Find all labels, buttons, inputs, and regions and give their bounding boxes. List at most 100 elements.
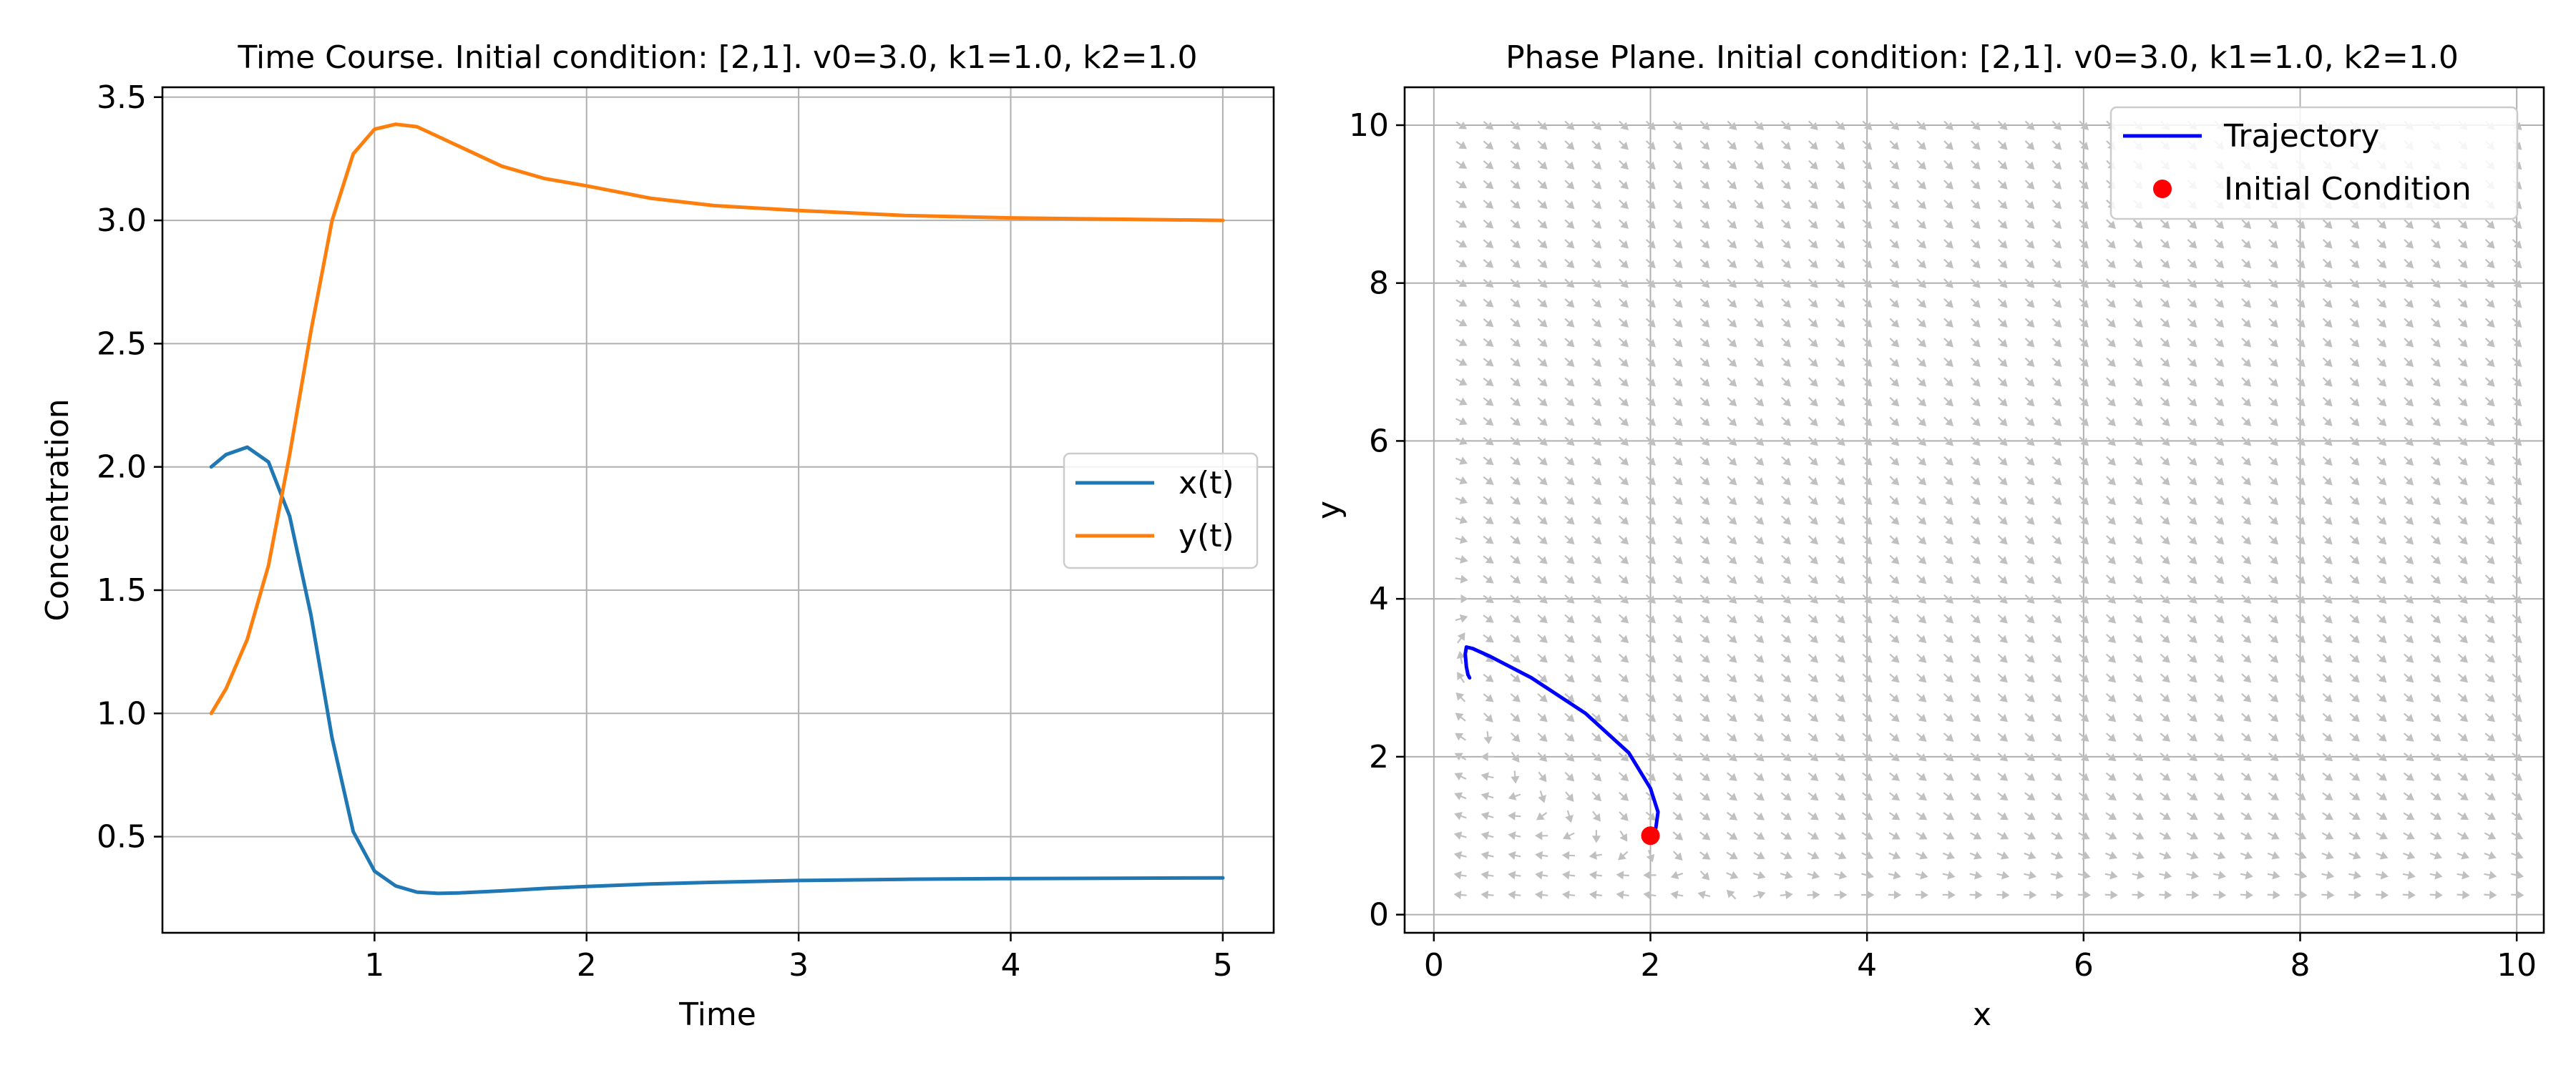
vector-field-arrow xyxy=(2051,456,2062,466)
vector-field-arrow xyxy=(2213,792,2225,800)
vector-field-arrow xyxy=(1862,594,1873,604)
vector-field-arrow xyxy=(1483,219,1494,229)
vector-field-arrow xyxy=(2079,476,2089,486)
vector-field-arrow xyxy=(1916,851,1928,860)
vector-field-arrow xyxy=(1889,140,1900,150)
vector-field-arrow xyxy=(1754,634,1765,644)
vector-field-arrow xyxy=(1672,160,1683,170)
vector-field-arrow xyxy=(1483,496,1494,505)
vector-field-arrow xyxy=(1537,140,1548,150)
vector-field-arrow xyxy=(1510,614,1521,624)
vector-field-arrow xyxy=(1807,692,1819,702)
vector-field-arrow xyxy=(1916,812,1928,820)
vector-field-arrow xyxy=(2376,792,2388,800)
vector-field-arrow xyxy=(1835,634,1845,644)
vector-field-arrow xyxy=(2376,753,2387,762)
vector-field-arrow xyxy=(1508,890,1521,900)
vector-field-arrow xyxy=(2024,278,2035,288)
vector-field-arrow xyxy=(2187,673,2197,683)
vector-field-arrow xyxy=(1970,812,1981,820)
vector-field-arrow xyxy=(2079,515,2089,525)
time-course-xtick-label: 5 xyxy=(1213,947,1233,984)
vector-field-arrow xyxy=(2512,653,2522,663)
vector-field-arrow xyxy=(2457,614,2468,624)
vector-field-arrow xyxy=(1455,733,1467,741)
vector-field-arrow xyxy=(2322,792,2333,800)
vector-field-arrow xyxy=(2322,692,2333,702)
vector-field-arrow xyxy=(2214,614,2225,624)
vector-field-arrow xyxy=(1510,219,1521,229)
vector-field-arrow xyxy=(2132,574,2143,584)
vector-field-arrow xyxy=(1943,812,1955,820)
vector-field-arrow xyxy=(1483,731,1493,745)
vector-field-arrow xyxy=(1997,239,2008,249)
vector-field-arrow xyxy=(1483,377,1494,386)
vector-field-arrow xyxy=(2051,338,2062,348)
vector-field-arrow xyxy=(1754,416,1765,426)
vector-field-arrow xyxy=(1537,338,1548,348)
vector-field-arrow xyxy=(1483,594,1494,604)
vector-field-arrow xyxy=(1672,180,1683,190)
vector-field-arrow xyxy=(1754,377,1765,387)
vector-field-arrow xyxy=(1916,338,1927,348)
vector-field-arrow xyxy=(1645,377,1656,387)
vector-field-arrow xyxy=(1862,396,1873,407)
vector-field-arrow xyxy=(1727,436,1737,446)
vector-field-arrow xyxy=(1835,357,1845,368)
vector-field-arrow xyxy=(2079,298,2089,308)
vector-field-arrow xyxy=(2457,574,2468,584)
vector-field-arrow xyxy=(1971,318,1981,328)
vector-field-arrow xyxy=(1997,180,2008,190)
vector-field-arrow xyxy=(1889,515,1900,525)
vector-field-arrow xyxy=(1997,436,2008,446)
vector-field-arrow xyxy=(2079,338,2089,348)
vector-field-arrow xyxy=(1943,692,1954,702)
vector-field-arrow xyxy=(2105,712,2117,722)
vector-field-arrow xyxy=(1942,851,1955,860)
vector-field-arrow xyxy=(2512,338,2522,348)
vector-field-arrow xyxy=(1943,772,1954,781)
vector-field-arrow xyxy=(2079,574,2089,584)
vector-field-arrow xyxy=(1889,200,1900,210)
vector-field-arrow xyxy=(1807,614,1818,624)
vector-field-arrow xyxy=(1510,258,1521,268)
vector-field-arrow xyxy=(1537,397,1548,407)
phase-plane-series-line-0 xyxy=(1463,645,1660,838)
vector-field-arrow xyxy=(2322,436,2333,446)
vector-field-arrow xyxy=(2484,456,2495,466)
vector-field-arrow xyxy=(1970,476,1981,486)
vector-field-arrow xyxy=(1835,239,1845,249)
time-course-xlabel: Time xyxy=(678,996,756,1033)
vector-field-arrow xyxy=(1537,673,1548,683)
vector-field-arrow xyxy=(1970,692,1981,702)
vector-field-arrow xyxy=(2376,515,2387,525)
vector-field-arrow xyxy=(2214,554,2225,564)
vector-field-arrow xyxy=(1807,377,1818,387)
vector-field-arrow xyxy=(1564,397,1575,407)
vector-field-arrow xyxy=(2512,298,2522,308)
vector-field-arrow xyxy=(1480,831,1494,841)
vector-field-arrow xyxy=(1862,160,1873,170)
vector-field-arrow xyxy=(1672,673,1683,683)
phase-plane-xtick-label: 10 xyxy=(2497,947,2537,984)
vector-field-arrow xyxy=(2160,219,2170,229)
vector-field-arrow xyxy=(1835,200,1845,210)
vector-field-arrow xyxy=(1754,357,1765,368)
vector-field-arrow xyxy=(2241,436,2252,446)
phase-plane-ytick-label: 2 xyxy=(1369,739,1389,775)
vector-field-arrow xyxy=(2160,357,2170,368)
vector-field-arrow xyxy=(2431,338,2441,348)
vector-field-arrow xyxy=(2160,495,2170,506)
vector-field-arrow xyxy=(2296,396,2306,407)
vector-field-arrow xyxy=(2349,318,2360,328)
vector-field-arrow xyxy=(1510,574,1521,584)
vector-field-arrow xyxy=(1619,200,1629,210)
vector-field-arrow xyxy=(1510,476,1521,486)
vector-field-arrow xyxy=(2295,495,2306,506)
vector-field-arrow xyxy=(2484,377,2495,387)
vector-field-arrow xyxy=(2024,733,2035,742)
vector-field-arrow xyxy=(1943,476,1954,486)
vector-field-arrow xyxy=(2187,594,2197,604)
vector-field-arrow xyxy=(1510,496,1521,505)
vector-field-arrow xyxy=(1781,219,1791,230)
